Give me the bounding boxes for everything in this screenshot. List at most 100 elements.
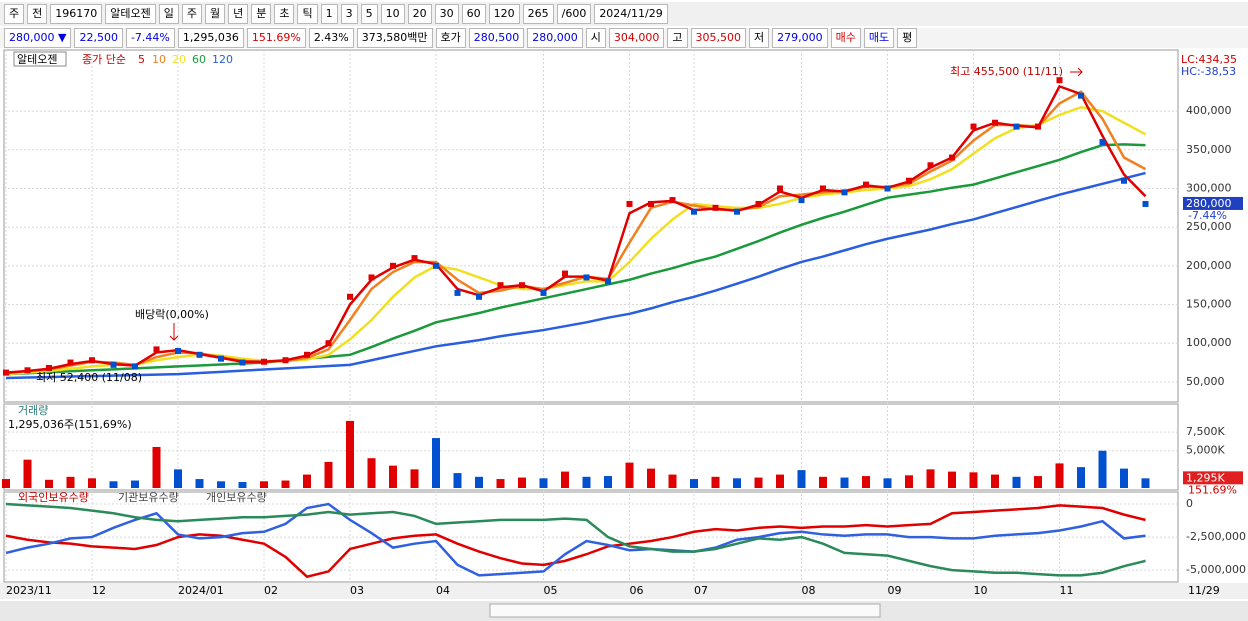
volume-bar: [711, 476, 720, 488]
volume-bar: [733, 478, 741, 488]
toolbar-item[interactable]: 30: [434, 4, 459, 24]
toolbar-item[interactable]: 알테오젠: [105, 4, 156, 24]
y-tick-label: 50,000: [1186, 375, 1225, 388]
holding-line: [5, 502, 1146, 577]
x-tick-label: 11: [1060, 584, 1074, 597]
toolbar-item[interactable]: /600: [556, 4, 592, 24]
volume-bar: [88, 478, 96, 488]
volume-bar: [625, 462, 634, 488]
quote-item: 373,580백만: [356, 28, 433, 48]
candle: [562, 270, 568, 277]
toolbar-item[interactable]: 월: [204, 4, 226, 24]
toolbar-item[interactable]: 265: [522, 4, 554, 24]
toolbar-item[interactable]: 5: [360, 4, 378, 24]
legend-entry: 10: [152, 53, 166, 66]
volume-bar: [109, 481, 118, 488]
volume-bar: [66, 476, 75, 488]
volume-bar: [367, 458, 376, 488]
candle: [24, 367, 31, 374]
volume-bar: [647, 468, 655, 488]
volume-bar: [152, 447, 161, 488]
quote-item: 305,500: [690, 28, 746, 48]
y-tick-label: 5,000K: [1186, 444, 1225, 457]
candle: [454, 289, 461, 296]
candle: [411, 255, 418, 262]
x-tick-label: 04: [436, 584, 450, 597]
candle: [67, 359, 74, 366]
toolbar-item[interactable]: 196170: [50, 4, 103, 24]
annotation-arrow: [169, 323, 179, 341]
toolbar-item[interactable]: 주: [181, 4, 202, 24]
candle: [970, 123, 977, 130]
candle: [691, 208, 697, 215]
volume-title: 거래량: [18, 404, 48, 417]
legend-entry: 기관보유수량: [118, 491, 179, 504]
volume-bar: [45, 479, 53, 488]
toolbar-item[interactable]: 60: [461, 4, 486, 24]
candle: [368, 274, 375, 281]
volume-bar: [195, 479, 204, 488]
current-change: -7.44%: [1188, 209, 1227, 222]
y-tick-label: 100,000: [1186, 336, 1232, 349]
x-tick-label: 06: [630, 584, 644, 597]
quote-item: 시: [585, 28, 606, 48]
volume-bar: [991, 474, 999, 488]
candle: [325, 340, 332, 347]
y-tick-label: 300,000: [1186, 181, 1232, 194]
volume-bar: [905, 475, 913, 488]
volume-subtitle: 1,295,036주(151,69%): [8, 418, 132, 431]
quote-item: 매수: [830, 28, 861, 48]
y-tick-label: 150,000: [1186, 298, 1232, 311]
scroll-thumb[interactable]: [489, 603, 881, 618]
candle: [110, 361, 117, 368]
volume-bar: [690, 479, 698, 488]
ma-line: [5, 143, 1146, 376]
toolbar-item[interactable]: 120: [488, 4, 520, 24]
toolbar-item[interactable]: 일: [158, 4, 179, 24]
volume-panel: [3, 403, 1179, 491]
toolbar-item[interactable]: 20: [407, 4, 432, 24]
volume-bar: [281, 480, 290, 488]
candle: [1013, 123, 1020, 130]
candle: [261, 358, 267, 365]
candle: [798, 197, 805, 204]
volume-bar: [324, 461, 333, 488]
toolbar-item[interactable]: 10: [380, 4, 405, 24]
volume-bar: [969, 472, 978, 488]
current-volume: 1,295K: [1186, 471, 1225, 484]
candle: [841, 189, 848, 196]
toolbar-item[interactable]: 초: [274, 4, 295, 24]
toolbar-item[interactable]: 1: [320, 4, 338, 24]
toolbar-row: 주 전 196170 알테오젠 일 주 월 년 분 초 틱 1 3 5 10 20 30 60 120 265/600…: [0, 2, 1248, 26]
legend-entry: 외국인보유수량: [18, 491, 89, 504]
toolbar-item[interactable]: 주: [4, 4, 25, 24]
current-ratio: 151.69%: [1188, 483, 1237, 496]
candle: [282, 357, 289, 364]
volume-bar: [1120, 468, 1128, 488]
volume-bar: [582, 476, 591, 488]
current-volume-box: [1183, 471, 1243, 485]
candle: [540, 289, 547, 296]
candle: [626, 200, 633, 207]
volume-bar: [604, 476, 612, 488]
toolbar-item[interactable]: 3: [340, 4, 358, 24]
volume-bar: [303, 474, 311, 488]
x-tick-label: 12: [92, 584, 106, 597]
x-tick-label: 2023/11: [6, 584, 52, 597]
x-tick-label: 08: [802, 584, 816, 597]
toolbar-item[interactable]: 분: [251, 4, 272, 24]
candle: [949, 154, 955, 161]
toolbar-item[interactable]: 년: [228, 4, 249, 24]
toolbar-item[interactable]: 2024/11/29: [594, 4, 668, 24]
toolbar-item[interactable]: 틱: [297, 4, 318, 24]
toolbar-item[interactable]: 전: [27, 4, 48, 24]
candle: [906, 177, 912, 184]
volume-bar: [948, 471, 956, 488]
volume-bar: [1055, 463, 1064, 488]
y-tick-label: 350,000: [1186, 143, 1232, 156]
volume-bar: [862, 476, 870, 488]
candle: [218, 355, 224, 362]
volume-bar: [776, 474, 784, 488]
quote-item: 평: [897, 28, 918, 48]
